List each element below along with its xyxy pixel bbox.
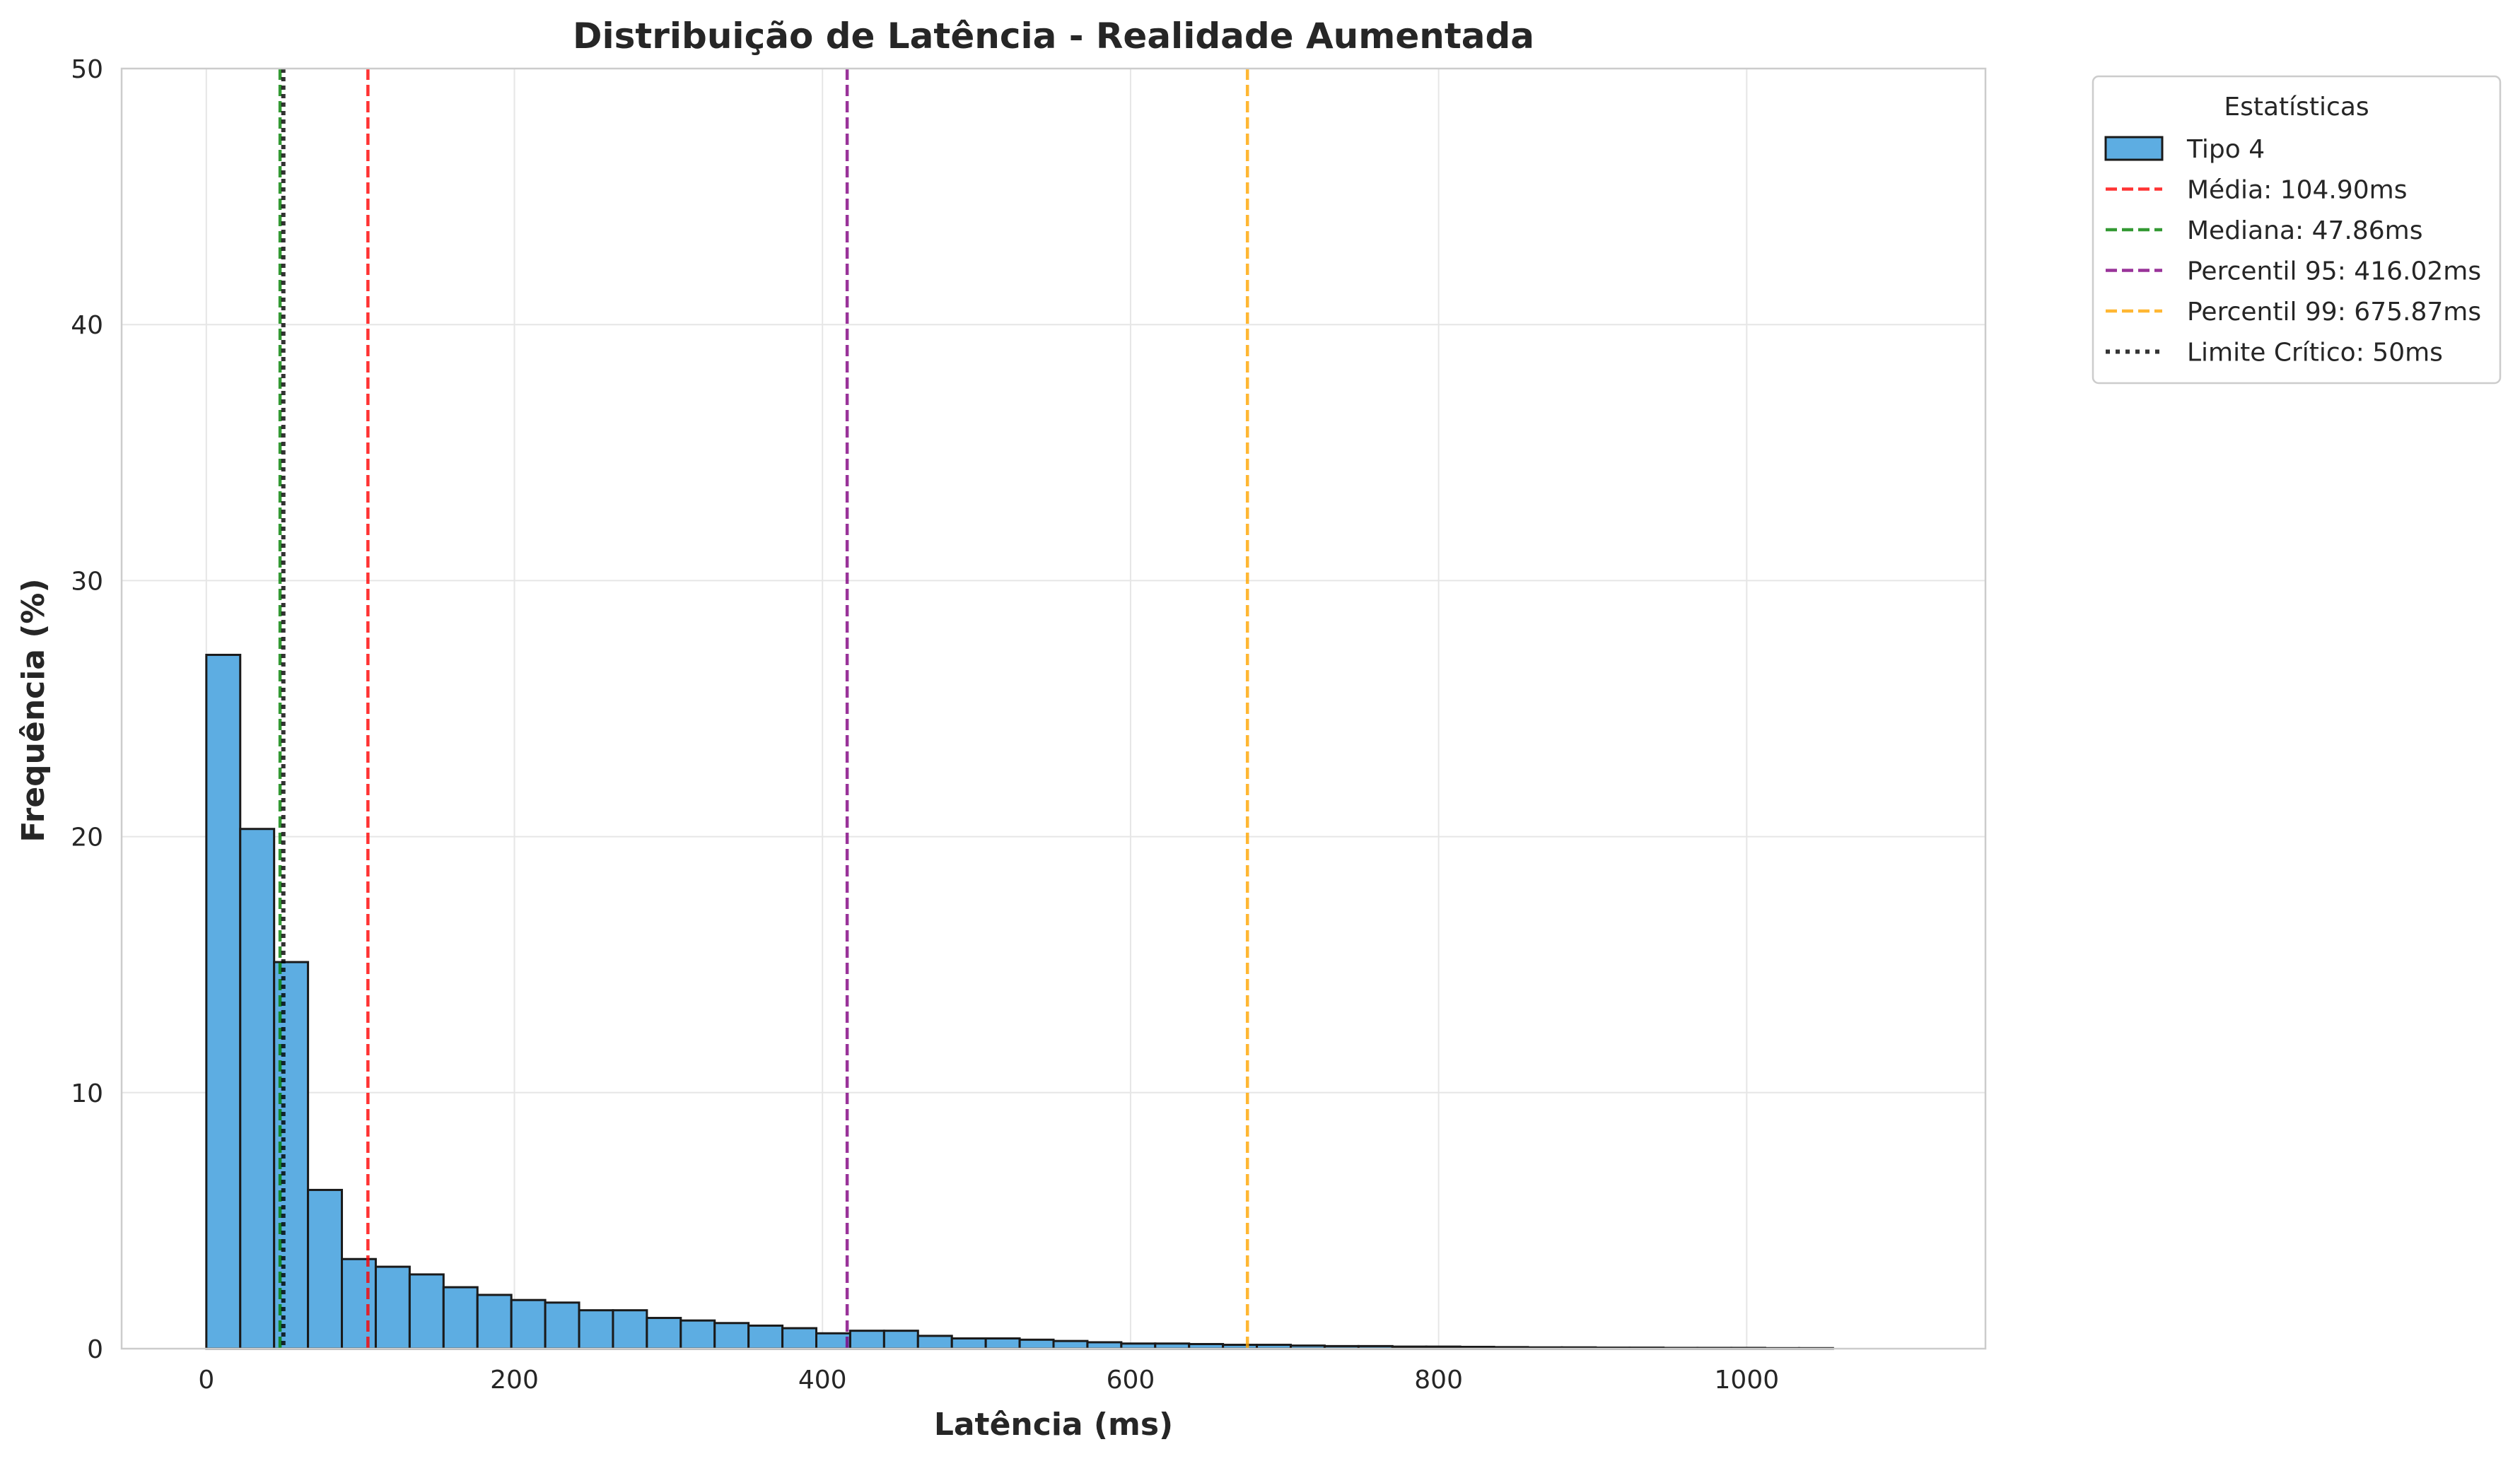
histogram-bar — [848, 1330, 885, 1350]
histogram-bar — [1086, 1341, 1123, 1350]
y-tick-label: 0 — [87, 1335, 103, 1364]
histogram-bar — [408, 1273, 445, 1350]
legend-label: Percentil 95: 416.02ms — [2187, 257, 2481, 286]
y-tick-labels: 0 10 20 30 40 50 — [71, 55, 103, 1364]
histogram-bar — [341, 1257, 377, 1350]
y-tick-label: 40 — [71, 311, 103, 340]
histogram-bar — [781, 1327, 818, 1350]
histogram-bar — [205, 653, 242, 1350]
x-tick-label: 200 — [490, 1366, 539, 1395]
legend-items: Tipo 4 Média: 104.90ms Mediana: 47.86ms Per… — [2104, 135, 2481, 368]
histogram-bar — [679, 1319, 716, 1350]
histogram-bar — [273, 961, 310, 1350]
histogram-bar — [510, 1298, 547, 1350]
y-tick-label: 20 — [71, 823, 103, 852]
histogram-bar — [747, 1324, 784, 1350]
histogram-bar — [916, 1335, 953, 1350]
x-tick-label: 400 — [798, 1366, 847, 1395]
x-tick-label: 1000 — [1715, 1366, 1780, 1395]
y-tick-label: 50 — [71, 55, 103, 84]
x-tick-label: 0 — [198, 1366, 214, 1395]
legend-box — [2092, 75, 2502, 385]
legend-label: Tipo 4 — [2186, 135, 2265, 164]
legend-label: Mediana: 47.86ms — [2187, 216, 2422, 245]
legend-swatch — [2104, 136, 2164, 161]
histogram-bar — [544, 1301, 581, 1350]
y-tick-label: 10 — [71, 1079, 103, 1108]
legend-title: Estatísticas — [2224, 93, 2369, 122]
legend-label: Média: 104.90ms — [2187, 176, 2407, 205]
x-tick-label: 800 — [1414, 1366, 1463, 1395]
x-tick-labels: 0 200 400 600 800 1000 — [198, 1366, 1779, 1395]
y-axis-label: Frequência (%) — [16, 578, 52, 842]
histogram-bar — [882, 1330, 919, 1350]
histogram-bar — [984, 1337, 1021, 1350]
legend: Estatísticas Tipo 4 Média: 104.90ms Median… — [2092, 75, 2502, 385]
x-axis-label: Latência (ms) — [934, 1407, 1173, 1443]
histogram-bar — [374, 1265, 411, 1350]
x-tick-label: 600 — [1107, 1366, 1155, 1395]
plot-frame — [120, 67, 1987, 1350]
histogram-bar — [578, 1309, 614, 1350]
histogram-bar — [646, 1317, 682, 1350]
histogram-bar — [442, 1286, 479, 1350]
y-tick-label: 30 — [71, 567, 103, 596]
histogram-bar — [307, 1188, 344, 1350]
histogram-bar — [815, 1332, 851, 1350]
histogram-bars — [205, 653, 1834, 1350]
histogram-bar — [950, 1337, 987, 1350]
histogram-bar — [1018, 1338, 1055, 1350]
legend-label: Percentil 99: 675.87ms — [2187, 298, 2481, 327]
histogram-bar — [239, 828, 276, 1350]
legend-label: Limite Crítico: 50ms — [2187, 339, 2443, 368]
histogram-bar — [476, 1294, 513, 1350]
grid-lines — [122, 68, 1985, 1349]
histogram-bar — [612, 1309, 648, 1350]
chart-title: Distribuição de Latência - Realidade Aum… — [573, 16, 1534, 57]
histogram-bar — [1052, 1339, 1089, 1350]
histogram-bar — [713, 1322, 750, 1350]
statistic-lines — [278, 69, 1249, 1349]
